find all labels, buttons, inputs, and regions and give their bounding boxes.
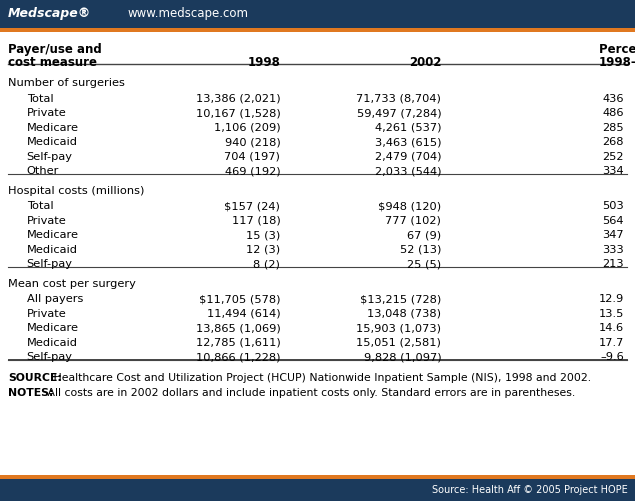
Text: 117 (18): 117 (18) xyxy=(232,216,281,226)
Text: Percent change,: Percent change, xyxy=(599,43,635,56)
Text: 12.9: 12.9 xyxy=(599,295,624,305)
Text: 12,785 (1,611): 12,785 (1,611) xyxy=(196,338,281,348)
Text: www.medscape.com: www.medscape.com xyxy=(127,8,248,21)
Text: Total: Total xyxy=(27,94,53,104)
Text: 15,903 (1,073): 15,903 (1,073) xyxy=(356,323,441,333)
Text: Number of surgeries: Number of surgeries xyxy=(8,78,125,88)
Text: Private: Private xyxy=(27,309,66,319)
Text: 67 (9): 67 (9) xyxy=(407,230,441,240)
Text: 333: 333 xyxy=(602,245,624,255)
Text: All payers: All payers xyxy=(27,295,83,305)
Text: $11,705 (578): $11,705 (578) xyxy=(199,295,281,305)
Text: 13,865 (1,069): 13,865 (1,069) xyxy=(196,323,281,333)
Text: Total: Total xyxy=(27,201,53,211)
Text: 4,261 (537): 4,261 (537) xyxy=(375,123,441,133)
Text: Private: Private xyxy=(27,108,66,118)
Text: 564: 564 xyxy=(603,216,624,226)
Text: 213: 213 xyxy=(602,259,624,269)
Text: NOTES:: NOTES: xyxy=(8,388,53,398)
Text: $13,215 (728): $13,215 (728) xyxy=(360,295,441,305)
Text: 71,733 (8,704): 71,733 (8,704) xyxy=(356,94,441,104)
Text: Medicare: Medicare xyxy=(27,123,79,133)
Text: 8 (2): 8 (2) xyxy=(253,259,281,269)
Text: 11,494 (614): 11,494 (614) xyxy=(207,309,281,319)
Text: –9.6: –9.6 xyxy=(600,352,624,362)
Text: 10,167 (1,528): 10,167 (1,528) xyxy=(196,108,281,118)
Text: Source: Health Aff © 2005 Project HOPE: Source: Health Aff © 2005 Project HOPE xyxy=(432,485,627,495)
Text: Private: Private xyxy=(27,216,66,226)
Text: 285: 285 xyxy=(602,123,624,133)
Text: 777 (102): 777 (102) xyxy=(385,216,441,226)
Text: 14.6: 14.6 xyxy=(599,323,624,333)
Text: 9,828 (1,097): 9,828 (1,097) xyxy=(364,352,441,362)
Text: SOURCE:: SOURCE: xyxy=(8,373,62,383)
Text: 12 (3): 12 (3) xyxy=(246,245,281,255)
Text: 52 (13): 52 (13) xyxy=(400,245,441,255)
Text: $157 (24): $157 (24) xyxy=(225,201,281,211)
Text: 704 (197): 704 (197) xyxy=(225,152,281,162)
Text: Self-pay: Self-pay xyxy=(27,259,72,269)
Text: Self-pay: Self-pay xyxy=(27,152,72,162)
Text: 2,479 (704): 2,479 (704) xyxy=(375,152,441,162)
Text: 1,106 (209): 1,106 (209) xyxy=(214,123,281,133)
Text: 2,033 (544): 2,033 (544) xyxy=(375,166,441,176)
Text: 486: 486 xyxy=(603,108,624,118)
Text: 3,463 (615): 3,463 (615) xyxy=(375,137,441,147)
Text: 1998: 1998 xyxy=(248,56,281,69)
Text: 334: 334 xyxy=(602,166,624,176)
Text: Healthcare Cost and Utilization Project (HCUP) Nationwide Inpatient Sample (NIS): Healthcare Cost and Utilization Project … xyxy=(50,373,591,383)
Text: Payer/use and: Payer/use and xyxy=(8,43,102,56)
Text: 2002: 2002 xyxy=(409,56,441,69)
Text: 268: 268 xyxy=(603,137,624,147)
Text: Medicaid: Medicaid xyxy=(27,338,77,348)
Text: Self-pay: Self-pay xyxy=(27,352,72,362)
Text: 1998–2002: 1998–2002 xyxy=(599,56,635,69)
Text: 13,386 (2,021): 13,386 (2,021) xyxy=(196,94,281,104)
Text: $948 (120): $948 (120) xyxy=(378,201,441,211)
Text: 15 (3): 15 (3) xyxy=(246,230,281,240)
Text: Hospital costs (millions): Hospital costs (millions) xyxy=(8,186,144,196)
Text: cost measure: cost measure xyxy=(8,56,97,69)
Text: 436: 436 xyxy=(603,94,624,104)
Text: 469 (192): 469 (192) xyxy=(225,166,281,176)
Text: Medicaid: Medicaid xyxy=(27,137,77,147)
Text: 25 (5): 25 (5) xyxy=(407,259,441,269)
Text: 15,051 (2,581): 15,051 (2,581) xyxy=(356,338,441,348)
Text: 503: 503 xyxy=(602,201,624,211)
Text: Medicaid: Medicaid xyxy=(27,245,77,255)
Text: 13,048 (738): 13,048 (738) xyxy=(367,309,441,319)
Text: 17.7: 17.7 xyxy=(599,338,624,348)
Text: 252: 252 xyxy=(603,152,624,162)
Text: 10,866 (1,228): 10,866 (1,228) xyxy=(196,352,281,362)
Text: All costs are in 2002 dollars and include inpatient costs only. Standard errors : All costs are in 2002 dollars and includ… xyxy=(44,388,575,398)
Text: 940 (218): 940 (218) xyxy=(225,137,281,147)
Text: Medicare: Medicare xyxy=(27,230,79,240)
Text: 59,497 (7,284): 59,497 (7,284) xyxy=(357,108,441,118)
Text: 13.5: 13.5 xyxy=(599,309,624,319)
Text: Medscape®: Medscape® xyxy=(8,8,91,21)
Text: 347: 347 xyxy=(602,230,624,240)
Text: Other: Other xyxy=(27,166,59,176)
Text: Mean cost per surgery: Mean cost per surgery xyxy=(8,279,136,289)
Text: Medicare: Medicare xyxy=(27,323,79,333)
